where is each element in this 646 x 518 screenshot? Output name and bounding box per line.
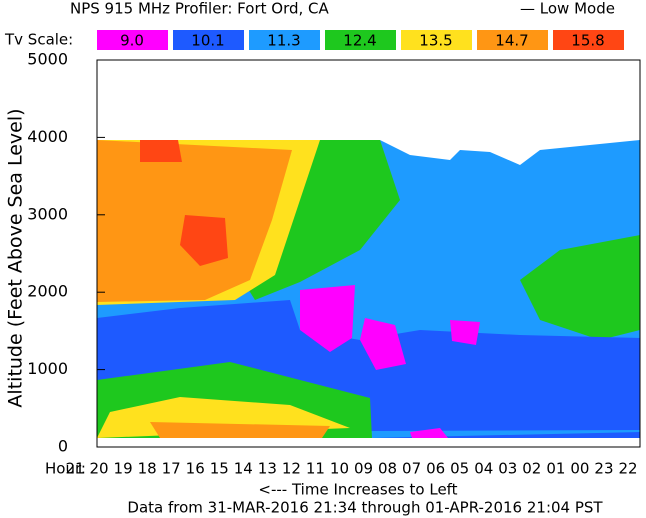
scale-label: 15.8	[571, 32, 604, 50]
x-tick-label: 13	[258, 460, 277, 478]
x-tick-label: 16	[186, 460, 205, 478]
x-tick-label: 22	[618, 460, 637, 478]
x-tick-label: 02	[522, 460, 541, 478]
x-tick-label: 09	[354, 460, 373, 478]
scale-label: 9.0	[120, 32, 144, 50]
x-axis-label: <--- Time Increases to Left	[258, 481, 457, 499]
scale-label: 14.7	[495, 32, 528, 50]
x-tick-label: 07	[402, 460, 421, 478]
x-tick-label: 08	[378, 460, 397, 478]
contour-region	[410, 428, 448, 438]
scale-swatch	[97, 30, 168, 50]
x-tick-label: 10	[330, 460, 349, 478]
x-tick-label: 19	[114, 460, 133, 478]
x-tick-label: 01	[546, 460, 565, 478]
x-tick-label: 04	[474, 460, 493, 478]
x-tick-label: 23	[594, 460, 613, 478]
scale-label: Tv Scale:	[4, 31, 73, 49]
contour-region	[520, 235, 640, 340]
scale-label: 10.1	[191, 32, 224, 50]
x-tick-label: 14	[234, 460, 253, 478]
scale-swatch	[401, 30, 472, 50]
contour-region	[150, 422, 330, 438]
y-tick-label: 2000	[27, 282, 68, 301]
footer: Data from 31-MAR-2016 21:34 through 01-A…	[127, 499, 603, 517]
x-tick-label: 21	[65, 460, 84, 478]
contour-region	[450, 320, 480, 345]
scale-swatch	[477, 30, 548, 50]
y-tick-label: 4000	[27, 127, 68, 146]
x-tick-label: 06	[426, 460, 445, 478]
scale-label: 12.4	[343, 32, 376, 50]
scale-swatch	[173, 30, 244, 50]
scale-swatch	[553, 30, 624, 50]
x-tick-label: 20	[89, 460, 108, 478]
scale-label: 13.5	[419, 32, 452, 50]
y-axis-label: Altitude (Feet Above Sea Level)	[5, 108, 27, 407]
y-tick-label: 1000	[27, 359, 68, 378]
x-tick-label: 12	[282, 460, 301, 478]
scale-label: 11.3	[267, 32, 300, 50]
x-prefix: Hour:	[45, 460, 86, 478]
x-tick-label: 00	[570, 460, 589, 478]
scale-swatch	[325, 30, 396, 50]
contour-region	[180, 215, 228, 266]
contour-region	[300, 285, 355, 352]
x-tick-label: 03	[498, 460, 517, 478]
x-tick-label: 18	[138, 460, 157, 478]
y-tick-label: 3000	[27, 204, 68, 223]
mode-label: — Low Mode	[520, 0, 615, 18]
scale-swatch	[249, 30, 320, 50]
contour-region	[140, 140, 182, 162]
x-tick-label: 05	[450, 460, 469, 478]
x-tick-label: 17	[162, 460, 181, 478]
x-tick-label: 15	[210, 460, 229, 478]
chart-title: NPS 915 MHz Profiler: Fort Ord, CA	[70, 0, 330, 18]
contour-region	[360, 318, 406, 370]
plot-frame	[96, 59, 641, 448]
y-tick-label: 0	[58, 437, 68, 456]
y-tick-label: 5000	[27, 50, 68, 69]
x-tick-label: 11	[306, 460, 325, 478]
